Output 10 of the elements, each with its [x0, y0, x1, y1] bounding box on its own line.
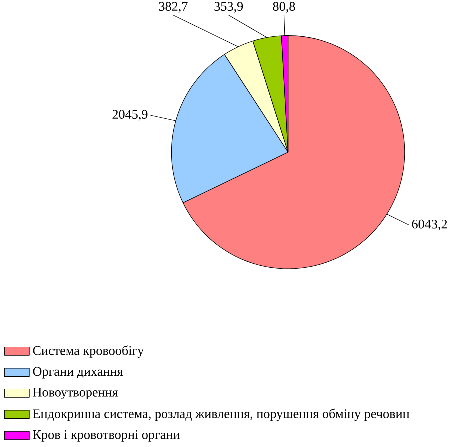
data-label: 382,7 — [159, 2, 188, 13]
data-label: 2045,9 — [112, 110, 148, 121]
data-label: 353,9 — [214, 2, 244, 13]
legend-label: Ендокринна система, розлад живлення, порушення обміну речовин — [33, 408, 410, 422]
legend-label: Новоутворення — [33, 388, 118, 400]
data-label: 6043,2 — [412, 220, 448, 231]
data-label: 80,8 — [273, 2, 296, 13]
legend-label: Органи дихання — [33, 367, 124, 379]
legend-label: Кров і кровотворні органи — [33, 430, 180, 442]
legend-label: Система кровообігу — [33, 346, 144, 358]
